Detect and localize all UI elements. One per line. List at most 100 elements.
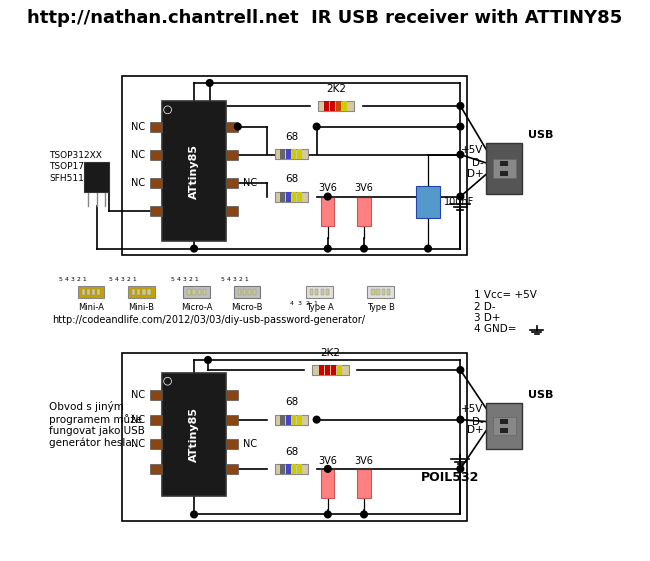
Circle shape (361, 245, 367, 252)
Bar (321, 469, 335, 498)
Bar (324, 101, 329, 111)
Bar (150, 415, 162, 425)
Bar (342, 101, 347, 111)
Bar (198, 288, 202, 295)
Text: 68: 68 (285, 447, 298, 457)
Circle shape (324, 193, 331, 200)
Bar (92, 288, 96, 295)
Text: Obvod s jiným
programem může
fungovat jako USB
generátor hesla.: Obvod s jiným programem může fungovat ja… (49, 401, 145, 448)
Text: 5 4 3 2 1: 5 4 3 2 1 (109, 277, 136, 282)
Bar (310, 288, 313, 295)
Bar (324, 365, 330, 375)
Bar (330, 101, 335, 111)
Text: ATtiny85: ATtiny85 (189, 144, 199, 199)
Bar (336, 101, 341, 111)
Bar (286, 149, 291, 159)
Bar (97, 288, 101, 295)
Bar (292, 191, 296, 201)
Bar (500, 419, 508, 424)
Text: 5 4 3 2 1: 5 4 3 2 1 (171, 277, 198, 282)
Circle shape (457, 193, 463, 200)
Bar (286, 415, 291, 425)
Text: 5 4 3 2 1: 5 4 3 2 1 (59, 277, 87, 282)
Circle shape (324, 466, 331, 472)
Bar (331, 365, 335, 375)
Bar (318, 365, 324, 375)
Bar (150, 177, 162, 187)
Bar (226, 439, 239, 449)
Text: 2 D-: 2 D- (474, 302, 496, 312)
Bar (387, 288, 390, 295)
Bar (292, 415, 296, 425)
Bar (122, 353, 467, 521)
Circle shape (424, 245, 432, 252)
Bar (136, 288, 140, 295)
Bar (337, 365, 342, 375)
Text: POIL532: POIL532 (421, 471, 480, 484)
Bar (292, 149, 296, 159)
Text: D+: D+ (467, 169, 484, 179)
Text: 100nF: 100nF (444, 197, 474, 207)
Bar (486, 143, 523, 194)
Bar (358, 196, 370, 226)
Bar (318, 101, 354, 111)
Text: SFH5111: SFH5111 (49, 173, 90, 182)
Bar (286, 191, 291, 201)
Text: Micro-A: Micro-A (181, 304, 213, 312)
Text: NC: NC (131, 439, 146, 449)
Text: USB: USB (528, 390, 553, 400)
Text: http://codeandlife.com/2012/03/03/diy-usb-password-generator/: http://codeandlife.com/2012/03/03/diy-us… (52, 315, 365, 325)
Bar (233, 286, 261, 298)
Bar (150, 150, 162, 160)
Bar (150, 205, 162, 215)
Bar (486, 403, 523, 449)
Text: NC: NC (243, 439, 257, 449)
Bar (297, 149, 302, 159)
Text: NC: NC (131, 390, 146, 400)
Bar (358, 469, 370, 498)
Bar (248, 288, 252, 295)
Text: +5V: +5V (461, 145, 484, 154)
Text: Type B: Type B (367, 304, 395, 312)
Bar (203, 288, 206, 295)
Circle shape (313, 123, 320, 130)
Text: 1 Vcc= +5V: 1 Vcc= +5V (474, 290, 537, 300)
Circle shape (457, 367, 463, 374)
Bar (416, 186, 440, 218)
Bar (253, 288, 257, 295)
Bar (162, 102, 226, 241)
Text: NC: NC (131, 178, 146, 187)
Bar (371, 288, 374, 295)
Bar (226, 122, 239, 132)
Circle shape (324, 245, 331, 252)
Circle shape (361, 511, 367, 518)
Bar (292, 464, 296, 474)
Text: 68: 68 (285, 174, 298, 184)
Bar (326, 288, 329, 295)
Circle shape (206, 80, 213, 86)
Text: D-: D- (472, 416, 484, 426)
Circle shape (457, 416, 463, 423)
Bar (150, 122, 162, 132)
Bar (493, 417, 515, 435)
Text: 3V6: 3V6 (318, 183, 337, 193)
Text: 4 GND=: 4 GND= (474, 324, 517, 334)
Bar (286, 464, 291, 474)
Bar (77, 286, 105, 298)
Bar (275, 191, 308, 201)
Text: http://nathan.chantrell.net  IR USB receiver with ATTINY85: http://nathan.chantrell.net IR USB recei… (27, 9, 623, 27)
Bar (500, 161, 508, 165)
Text: NC: NC (131, 415, 146, 425)
Bar (242, 288, 246, 295)
Text: USB: USB (528, 130, 553, 140)
Circle shape (164, 378, 172, 385)
Circle shape (457, 466, 463, 472)
Bar (81, 288, 85, 295)
Text: TSOP1738: TSOP1738 (49, 162, 96, 172)
Text: 68: 68 (285, 132, 298, 142)
Bar (192, 288, 196, 295)
Bar (183, 286, 210, 298)
Bar (150, 464, 162, 474)
Text: D-: D- (472, 158, 484, 168)
Bar (297, 464, 302, 474)
